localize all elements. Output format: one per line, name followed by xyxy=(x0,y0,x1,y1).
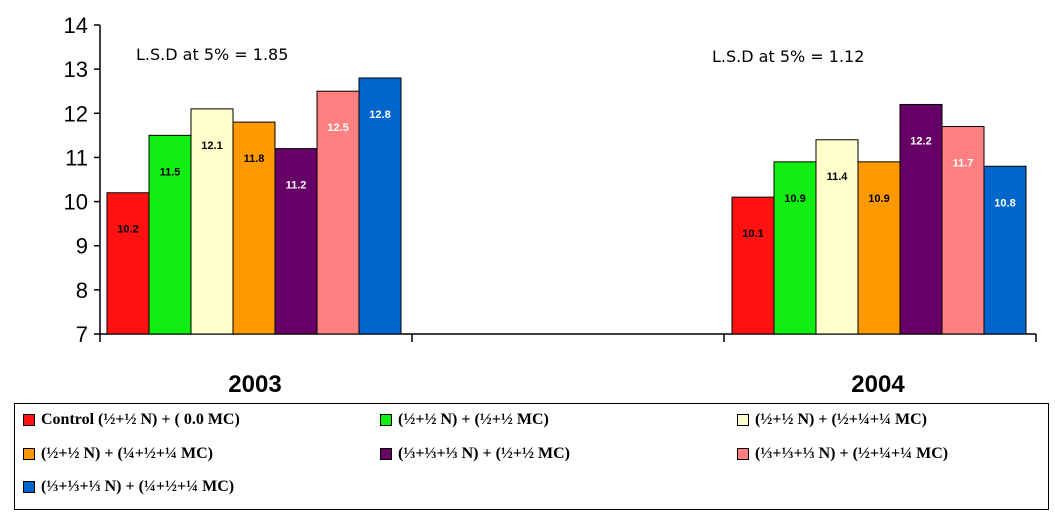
bar-2004-series-2 xyxy=(773,161,817,335)
legend-swatch xyxy=(23,448,35,460)
data-label: 10.1 xyxy=(742,228,763,240)
legend-swatch xyxy=(380,448,392,460)
bar-chart: 7 8 9 10 11 12 13 14 10.2 10.1 11.5 10.9 12.1 11.4 11… xyxy=(64,13,1037,398)
lsd-annotation-2004: L.S.D at 5% = 1.12 xyxy=(712,47,864,66)
legend-item-series-4: (½+½ N) + (¼+½+¼ MC) xyxy=(23,445,213,463)
data-label: 12.8 xyxy=(369,109,390,121)
y-tick-label: 9 xyxy=(76,234,88,259)
data-label: 10.2 xyxy=(117,224,138,236)
data-label: 11.2 xyxy=(286,180,307,192)
legend: Control (½+½ N) + ( 0.0 MC) (½+½ N) + (½… xyxy=(14,403,1049,510)
legend-swatch xyxy=(23,481,35,493)
bar-2004-series-3 xyxy=(815,139,859,335)
data-label: 12.1 xyxy=(201,140,222,152)
data-labels: 10.2 10.1 11.5 10.9 12.1 11.4 11.8 10.9 11.2 12.2… xyxy=(117,109,1015,240)
data-label: 10.9 xyxy=(784,193,805,205)
legend-item-series-3: (½+½ N) + (½+¼+¼ MC) xyxy=(737,411,927,429)
data-label: 12.2 xyxy=(910,135,931,147)
data-label: 11.5 xyxy=(160,166,181,178)
legend-label: (½+½ N) + (¼+½+¼ MC) xyxy=(41,445,213,462)
bar-2004-series-7 xyxy=(983,165,1027,335)
legend-item-series-7: (⅓+⅓+⅓ N) + (¼+½+¼ MC) xyxy=(23,478,234,496)
legend-label: (⅓+⅓+⅓ N) + (½+¼+¼ MC) xyxy=(755,445,949,462)
y-tick-label: 10 xyxy=(64,190,88,215)
bar-2003-series-5 xyxy=(274,148,318,335)
bar-2004-series-4 xyxy=(857,161,901,335)
y-tick-label: 11 xyxy=(65,145,88,170)
legend-swatch xyxy=(737,414,749,426)
bar-2004-series-1 xyxy=(731,196,775,335)
data-label: 10.9 xyxy=(868,193,889,205)
legend-swatch xyxy=(737,448,749,460)
lsd-annotation-2003: L.S.D at 5% = 1.85 xyxy=(136,45,288,64)
y-axis: 7 8 9 10 11 12 13 14 xyxy=(64,13,101,347)
y-tick-label: 7 xyxy=(76,322,88,347)
y-tick-label: 8 xyxy=(76,278,88,303)
bar-2003-series-1 xyxy=(106,192,150,335)
bars xyxy=(106,77,1027,335)
legend-item-series-5: (⅓+⅓+⅓ N) + (½+½ MC) xyxy=(380,445,570,463)
legend-item-series-2: (½+½ N) + (½+½ MC) xyxy=(380,411,549,429)
bar-2003-series-7 xyxy=(358,77,402,335)
bar-2003-series-2 xyxy=(148,134,192,335)
legend-swatch xyxy=(380,414,392,426)
data-label: 10.8 xyxy=(994,197,1015,209)
legend-label: (½+½ N) + (½+½ MC) xyxy=(398,411,549,428)
y-tick-label: 13 xyxy=(64,57,88,82)
y-tick-label: 14 xyxy=(64,13,88,38)
data-label: 11.7 xyxy=(953,158,974,170)
y-tick-label: 12 xyxy=(64,101,88,126)
legend-label: (⅓+⅓+⅓ N) + (¼+½+¼ MC) xyxy=(41,478,235,495)
category-label-2003: 2003 xyxy=(228,371,281,398)
legend-label: (½+½ N) + (½+¼+¼ MC) xyxy=(755,411,927,428)
legend-item-control: Control (½+½ N) + ( 0.0 MC) xyxy=(23,411,240,429)
x-axis xyxy=(99,333,1037,342)
legend-label: (⅓+⅓+⅓ N) + (½+½ MC) xyxy=(398,445,570,462)
data-label: 12.5 xyxy=(327,122,348,134)
legend-swatch xyxy=(23,414,35,426)
data-label: 11.4 xyxy=(827,171,849,183)
legend-item-series-6: (⅓+⅓+⅓ N) + (½+¼+¼ MC) xyxy=(737,445,948,463)
legend-label: Control (½+½ N) + ( 0.0 MC) xyxy=(41,411,240,428)
bar-2004-series-5 xyxy=(899,103,943,335)
category-label-2004: 2004 xyxy=(851,371,905,398)
data-label: 11.8 xyxy=(244,153,265,165)
